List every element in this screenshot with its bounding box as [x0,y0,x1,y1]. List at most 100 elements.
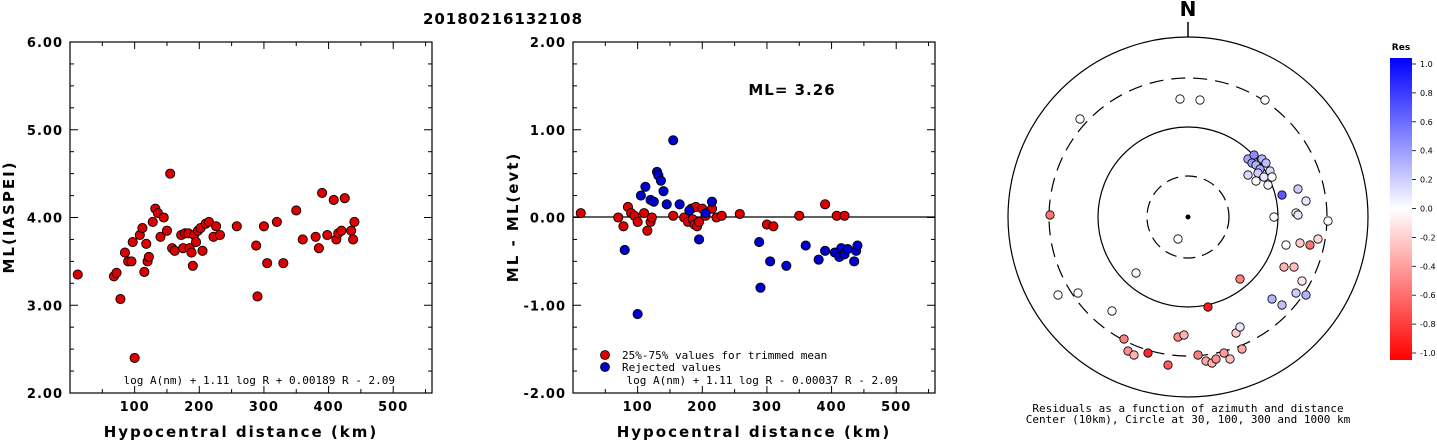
data-point [297,234,308,245]
data-point [214,229,226,241]
colorbar-title: Res [1392,43,1410,53]
trimmed-point [694,216,705,227]
range-circle-30km [1146,175,1230,259]
data-point [336,225,347,236]
event-title: 20180216132108 [423,10,583,28]
station-marker [1279,262,1289,272]
y-tick-label: 2.00 [530,36,566,51]
station-marker [1295,238,1305,248]
data-point [197,245,208,256]
range-circle-1000km [1007,36,1369,398]
x-tick-label: 100 [120,400,150,415]
station-marker [1219,348,1229,358]
data-point [169,245,180,256]
x-axis-label: Hypocentral distance (km) [104,423,379,441]
station-marker [1131,268,1141,278]
x-axis-label: Hypocentral distance (km) [617,423,892,441]
station-marker [1203,302,1213,312]
rejected-point [755,282,766,293]
station-marker [1269,212,1279,222]
rejected-point [632,308,643,320]
plot-frame [69,41,433,394]
station-marker [1291,288,1301,298]
trimmed-point [646,212,657,223]
data-point [187,260,198,271]
colorbar-tick-label: -0.8 [1420,320,1436,329]
station-marker [1267,172,1277,182]
station-marker [1297,276,1307,286]
y-tick-label: 4.00 [27,212,63,227]
rejected-point [706,196,718,207]
legend-rejected-marker [600,362,610,372]
data-point [139,266,150,277]
data-point [115,294,126,305]
station-marker [1293,184,1303,194]
station-marker [1195,95,1205,105]
colorbar-tick-label: 0.8 [1420,89,1433,98]
x-tick-label: 300 [249,400,279,415]
trimmed-point [768,221,779,232]
rejected-point [781,260,792,271]
data-point [191,237,202,248]
data-point [262,258,273,269]
y-tick-label: 0.00 [530,212,566,227]
y-tick-label: 6.00 [27,36,63,51]
colorbar-tick-label: -0.4 [1420,262,1436,271]
rejected-point [658,186,669,197]
station-marker [1179,330,1189,340]
data-point [251,240,262,251]
legend-rejected-label: Rejected values [622,361,721,374]
station-marker [1263,180,1273,190]
colorbar-gradient [1390,58,1412,360]
station-marker [1323,216,1333,226]
station-marker [1235,322,1245,332]
data-point [339,193,350,204]
station-marker [1301,290,1311,300]
data-point [271,216,282,227]
colorbar-tick-label: 0.0 [1420,205,1433,214]
rejected-point [640,181,651,192]
x-tick-label: 200 [184,400,214,415]
station-marker [1305,240,1315,250]
station-marker [1173,234,1183,244]
data-point [137,222,148,234]
map-caption-2: Center (10km), Circle at 30, 100, 300 an… [1026,413,1351,426]
data-point [129,352,140,363]
station-marker [1163,360,1173,370]
map-caption-1: Residuals as a function of azimuth and d… [1032,402,1343,415]
station-marker [1281,240,1291,250]
data-point [258,221,269,232]
y-tick-label: -1.00 [524,299,566,314]
data-point [143,251,154,263]
x-tick-label: 400 [817,400,847,415]
data-point [328,194,339,205]
station-marker [1289,262,1299,272]
data-point [346,225,357,236]
y-tick-label: 3.00 [27,299,63,314]
colorbar-tick-label: 0.6 [1420,118,1433,127]
rejected-point [754,237,765,248]
rejected-point [684,205,695,216]
rejected-point [674,199,685,210]
x-tick-label: 500 [881,400,911,415]
station-marker [1143,348,1153,358]
rejected-point [635,190,646,201]
y-axis-label: ML(IASPEI) [0,160,18,273]
station-marker [1260,95,1270,105]
rejected-point [765,256,776,267]
rejected-point [668,135,679,146]
x-tick-label: 500 [378,400,408,415]
data-point [155,231,166,242]
data-point [317,187,328,198]
station-marker [1267,294,1277,304]
residual-colorbar: Res 1.0 0.8 0.6 0.4 0.2 0.0 -0.2 -0.4 -0.6 -0.8 -1… [1390,43,1436,360]
trimmed-point [642,225,653,236]
y-axis-label: ML - ML(evt) [504,152,522,282]
legend-trimmed-label: 25%-75% values for trimmed mean [622,349,827,362]
data-point [278,258,289,269]
data-point [158,212,169,223]
station-marker [1237,344,1247,354]
data-point [348,234,359,245]
data-point [119,247,130,258]
